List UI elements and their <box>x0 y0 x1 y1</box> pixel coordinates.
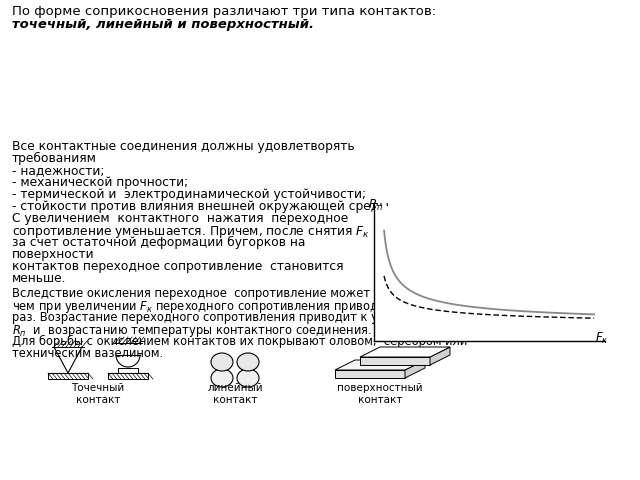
Text: Вследствие окисления переходное  сопротивление может возрасти в сотни и тысячи: Вследствие окисления переходное сопротив… <box>12 287 536 300</box>
Text: $R_п$: $R_п$ <box>368 198 383 213</box>
Text: Для борьбы с окислением контактов их покрывают оловом,  серебром или: Для борьбы с окислением контактов их пок… <box>12 335 467 348</box>
Text: поверхностный
контакт: поверхностный контакт <box>337 383 423 405</box>
Ellipse shape <box>211 369 233 387</box>
Text: - надежности;: - надежности; <box>12 164 104 177</box>
Ellipse shape <box>237 353 259 371</box>
Ellipse shape <box>237 369 259 387</box>
Text: Все контактные соединения должны удовлетворять: Все контактные соединения должны удовлет… <box>12 140 355 153</box>
Polygon shape <box>360 357 430 365</box>
Text: техническим вазелином.: техническим вазелином. <box>12 347 163 360</box>
Bar <box>118 368 138 373</box>
Ellipse shape <box>211 353 233 371</box>
Text: - термической и  электродинамической устойчивости;: - термической и электродинамической усто… <box>12 188 366 201</box>
Text: контактов переходное сопротивление  становится: контактов переходное сопротивление стано… <box>12 260 344 273</box>
Text: за счет остаточной деформации бугорков на: за счет остаточной деформации бугорков н… <box>12 236 305 249</box>
Bar <box>48 373 88 379</box>
Text: чем при увеличении $F_к$ переходного сопротивления приводит к увеличению мощност: чем при увеличении $F_к$ переходного соп… <box>12 299 564 315</box>
Text: - стойкости против влияния внешней окружающей среды.: - стойкости против влияния внешней окруж… <box>12 200 393 213</box>
Text: $F_к$: $F_к$ <box>595 331 609 346</box>
Text: $R_п$  и  возрастанию температуры контактного соединения.: $R_п$ и возрастанию температуры контактн… <box>12 323 372 339</box>
Bar <box>108 373 148 379</box>
Text: - механической прочности;: - механической прочности; <box>12 176 188 189</box>
Polygon shape <box>405 360 425 378</box>
Polygon shape <box>360 347 450 357</box>
Text: раз. Возрастание переходного сопротивления приводит к увеличению мощности на: раз. Возрастание переходного сопротивлен… <box>12 311 529 324</box>
Text: Точечный
контакт: Точечный контакт <box>72 383 125 405</box>
Polygon shape <box>430 347 450 365</box>
Text: С увеличением  контактного  нажатия  переходное: С увеличением контактного нажатия перехо… <box>12 212 348 225</box>
Text: поверхности: поверхности <box>12 248 95 261</box>
Text: сопротивление уменьшается. Причем, после снятия $F_к$: сопротивление уменьшается. Причем, после… <box>12 224 370 240</box>
Text: требованиям: требованиям <box>12 152 97 165</box>
Text: По форме соприкосновения различают три типа контактов:: По форме соприкосновения различают три т… <box>12 5 436 18</box>
Text: точечный, линейный и поверхностный.: точечный, линейный и поверхностный. <box>12 18 314 31</box>
Polygon shape <box>335 370 405 378</box>
Text: линейный
контакт: линейный контакт <box>207 383 263 405</box>
Polygon shape <box>335 360 425 370</box>
Text: меньше.: меньше. <box>12 272 67 285</box>
